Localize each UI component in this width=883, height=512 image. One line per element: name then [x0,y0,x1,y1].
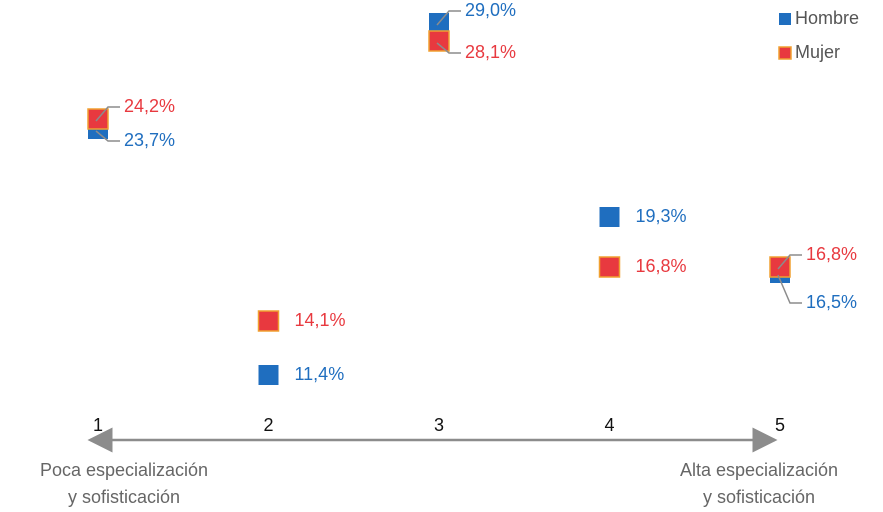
data-label: 29,0% [465,0,516,20]
data-label: 23,7% [124,130,175,150]
marker [257,310,280,332]
data-label: 19,3% [636,206,687,226]
marker [598,256,621,278]
leader-line [95,106,120,122]
leader-line [777,274,802,304]
leader-line [95,130,120,142]
data-label: 28,1% [465,42,516,62]
data-label: 11,4% [295,364,345,384]
marker [258,365,279,385]
x-tick-label: 1 [93,415,103,435]
data-label: 16,5% [806,292,857,312]
legend-swatch [779,13,791,25]
axis-start-label: Poca especialización [40,460,208,480]
legend-swatch [778,46,792,60]
leader-line [436,42,461,54]
leader-line [777,254,802,270]
axis-end-label: Alta especialización [680,460,838,480]
legend-label: Hombre [795,8,859,28]
data-label: 16,8% [636,256,687,276]
axis-end-label: y sofisticación [703,487,815,507]
axis-start-label: y sofisticación [68,487,180,507]
marker [428,30,450,52]
legend-label: Mujer [795,42,840,62]
data-label: 14,1% [295,310,346,330]
x-tick-label: 3 [434,415,444,435]
x-tick-label: 4 [604,415,614,435]
marker [599,207,620,227]
x-tick-label: 5 [775,415,785,435]
data-label: 24,2% [124,96,175,116]
leader-line [436,10,461,26]
x-tick-label: 2 [263,415,273,435]
data-label: 16,8% [806,244,857,264]
